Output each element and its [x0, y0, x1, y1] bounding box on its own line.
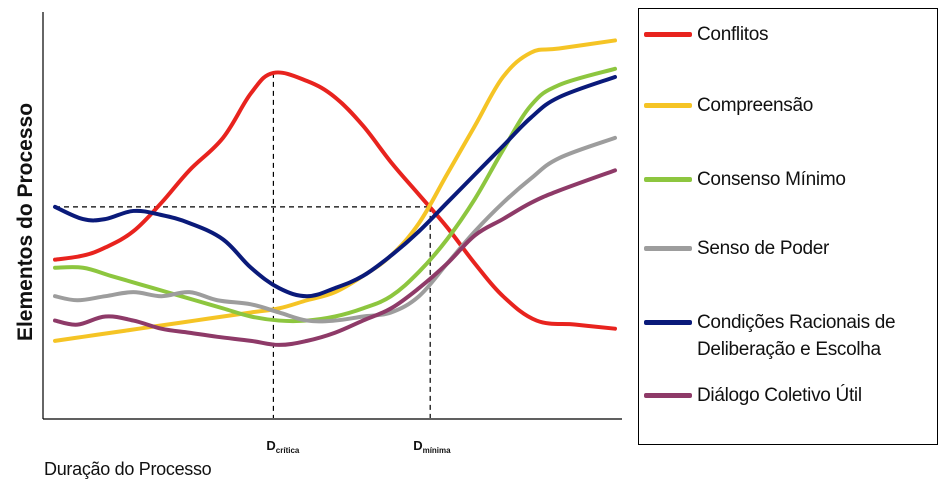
legend-label: Senso de Poder: [697, 238, 830, 259]
series-line-4: [53, 74, 617, 299]
x-axis-label: Duração do Processo: [44, 459, 212, 479]
legend-label: Conflitos: [697, 24, 769, 45]
series-line-1: [53, 38, 617, 343]
marker-sub: crítica: [275, 446, 300, 455]
reference-lines: [55, 72, 431, 418]
series-line-5: [53, 168, 617, 347]
legend-swatch: [644, 103, 692, 108]
marker-d-minima: Dmínima: [413, 438, 450, 455]
legend-label: Diálogo Coletivo Útil: [697, 385, 862, 406]
legend-swatch: [644, 177, 692, 182]
y-axis-label: Elementos do Processo: [14, 102, 37, 342]
marker-sub: mínima: [422, 446, 451, 455]
series-line-3: [53, 135, 617, 324]
marker-main: D: [413, 438, 423, 453]
legend-label: Consenso Mínimo: [697, 169, 846, 190]
series-line-0: [53, 70, 617, 331]
marker-main: D: [266, 438, 276, 453]
series-group: [53, 38, 617, 347]
legend-swatch: [644, 32, 692, 37]
legend-swatch: [644, 320, 692, 325]
legend-swatch: [644, 393, 692, 398]
legend-label: Compreensão: [697, 95, 814, 116]
marker-d-critica: Dcrítica: [266, 438, 299, 455]
legend-swatch: [644, 246, 692, 251]
legend-label: Condições Racionais de Deliberação e Esc…: [697, 312, 896, 360]
legend: Conflitos Compreensão Consenso Mínimo Se…: [638, 8, 938, 445]
series-line-2: [53, 66, 617, 324]
